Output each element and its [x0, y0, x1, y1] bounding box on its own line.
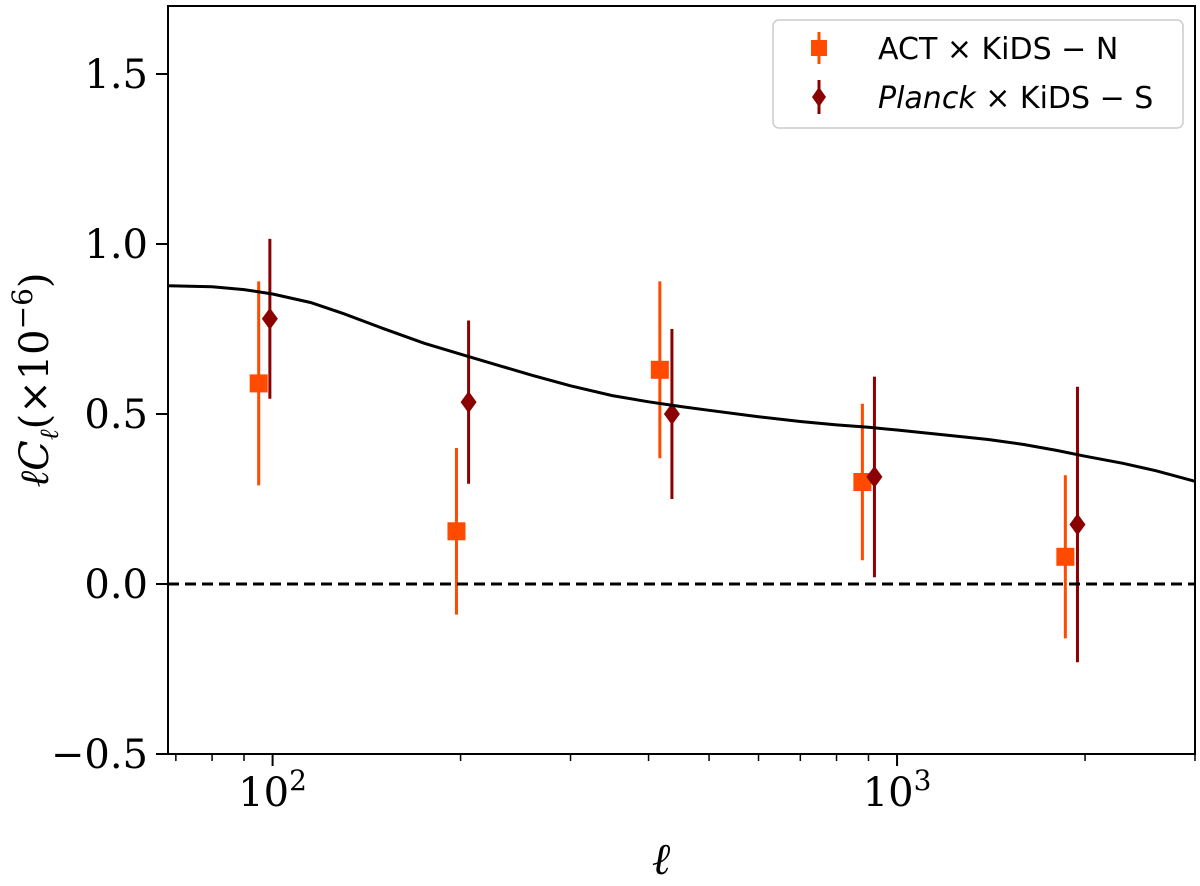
y-axis-label-close: ) [12, 272, 58, 288]
legend-planck-marker [812, 87, 826, 107]
planck-point-4 [1069, 513, 1086, 536]
act-point-4 [1056, 547, 1075, 566]
legend-planck-italic: Planck [878, 81, 977, 116]
y-axis-label-exponent: −6 [6, 288, 39, 329]
model-curve [167, 284, 1196, 483]
planck-point-2 [663, 403, 680, 425]
y-tick-label-1: 0.0 [84, 562, 148, 608]
y-axis-label-units: (×10 [12, 329, 58, 429]
y-tick-label-3: 1.0 [84, 222, 148, 268]
x-tick-label-1: 103 [863, 764, 932, 816]
legend-box [772, 19, 1184, 129]
x-tick-label-exp-1: 3 [914, 764, 932, 797]
planck-point-0 [261, 307, 278, 330]
legend-act-prefix: ACT [878, 32, 938, 67]
y-axis-label-main: ℓC [12, 440, 58, 487]
legend-act-suffix: × KiDS − N [937, 32, 1118, 67]
y-tick-label-2: 0.5 [84, 392, 148, 438]
plot-frame [167, 5, 1196, 755]
legend-entry-act: ACT × KiDS − N [811, 32, 1118, 67]
legend-planck-label: Planck × KiDS − S [878, 81, 1153, 116]
act-point-2 [650, 360, 669, 379]
data-series-layer [249, 238, 1086, 663]
planck-point-1 [460, 391, 477, 414]
x-tick-label-base-0: 10 [238, 770, 289, 816]
planck-point-3 [866, 465, 883, 488]
model-curve-layer [167, 284, 1196, 586]
legend-entry-planck: Planck × KiDS − S [812, 80, 1153, 116]
legend-planck-suffix: × KiDS − S [976, 81, 1154, 116]
x-axis-label: ℓ [652, 834, 671, 885]
axes-frame [167, 5, 1196, 755]
act-point-1 [447, 522, 466, 541]
act-point-0 [249, 374, 268, 393]
y-tick-label-4: 1.5 [84, 52, 148, 98]
x-tick-label-0: 102 [238, 764, 307, 816]
legend-act-label: ACT × KiDS − N [878, 32, 1118, 67]
y-axis-label: ℓCℓ(×10−6) [6, 272, 65, 487]
y-tick-label-0: −0.5 [51, 732, 148, 778]
y-axis-label-subscript: ℓ [35, 429, 65, 440]
x-tick-label-exp-0: 2 [289, 764, 307, 797]
legend: ACT × KiDS − N Planck × KiDS − S [772, 19, 1184, 129]
legend-act-marker [811, 40, 827, 56]
x-tick-label-base-1: 10 [863, 770, 914, 816]
